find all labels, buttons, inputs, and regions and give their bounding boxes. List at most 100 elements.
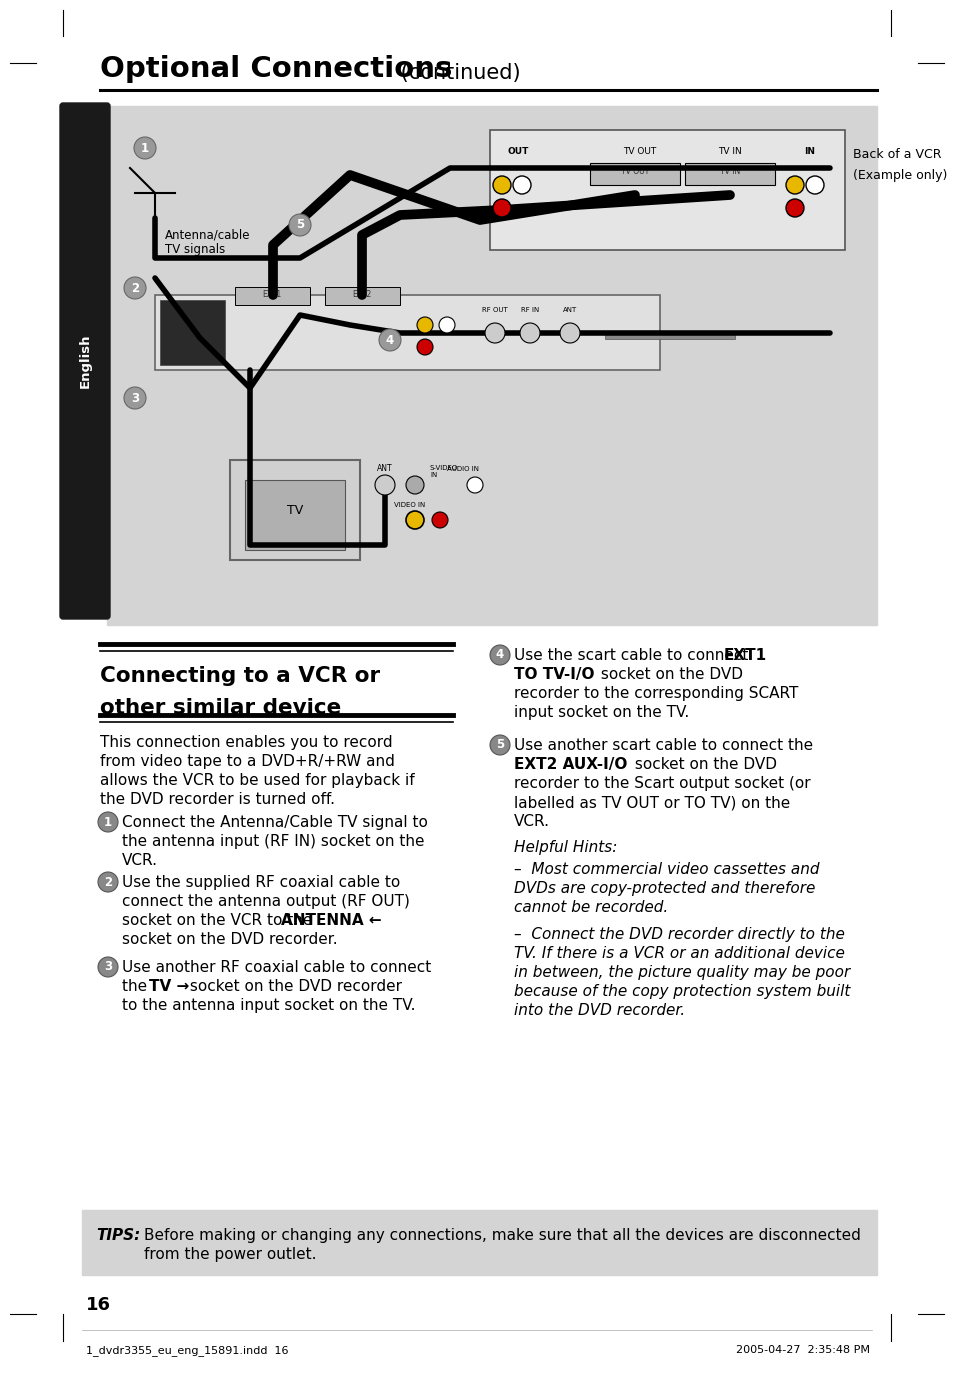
Text: EXT1: EXT1 xyxy=(262,291,281,299)
Text: TV OUT: TV OUT xyxy=(622,147,656,157)
Circle shape xyxy=(493,176,511,194)
Text: (continued): (continued) xyxy=(394,63,520,83)
Text: Connecting to a VCR or: Connecting to a VCR or xyxy=(100,666,379,686)
Text: S-VIDEO
IN: S-VIDEO IN xyxy=(430,465,457,478)
Text: ANT: ANT xyxy=(376,464,393,474)
Circle shape xyxy=(490,644,510,665)
Text: 1_dvdr3355_eu_eng_15891.indd  16: 1_dvdr3355_eu_eng_15891.indd 16 xyxy=(86,1345,288,1356)
Circle shape xyxy=(378,329,400,351)
Text: other similar device: other similar device xyxy=(100,698,341,717)
Text: Before making or changing any connections, make sure that all the devices are di: Before making or changing any connection… xyxy=(144,1228,860,1243)
Bar xyxy=(325,286,399,304)
Text: TV IN: TV IN xyxy=(720,167,740,176)
Text: the: the xyxy=(122,979,152,994)
Circle shape xyxy=(785,176,803,194)
Text: EXT1: EXT1 xyxy=(723,649,766,662)
Circle shape xyxy=(124,277,146,299)
Bar xyxy=(490,129,844,251)
Circle shape xyxy=(785,200,803,218)
Text: –  Connect the DVD recorder directly to the: – Connect the DVD recorder directly to t… xyxy=(514,927,844,942)
Text: socket on the DVD: socket on the DVD xyxy=(629,757,776,772)
Circle shape xyxy=(124,387,146,409)
Text: from the power outlet.: from the power outlet. xyxy=(144,1248,316,1261)
Bar xyxy=(604,330,734,339)
Circle shape xyxy=(98,812,118,832)
Circle shape xyxy=(289,213,311,235)
Text: from video tape to a DVD+R/+RW and: from video tape to a DVD+R/+RW and xyxy=(100,755,395,768)
Text: labelled as TV OUT or TO TV) on the: labelled as TV OUT or TO TV) on the xyxy=(514,795,789,810)
Text: the antenna input (RF IN) socket on the: the antenna input (RF IN) socket on the xyxy=(122,834,424,850)
Text: VIDEO IN: VIDEO IN xyxy=(394,503,425,508)
Text: (Example only): (Example only) xyxy=(852,168,946,182)
Bar xyxy=(234,286,310,304)
Text: allows the VCR to be used for playback if: allows the VCR to be used for playback i… xyxy=(100,772,415,788)
Bar xyxy=(154,295,659,370)
Text: AUDIO IN: AUDIO IN xyxy=(447,465,478,472)
Text: 5: 5 xyxy=(496,738,503,752)
Text: TV OUT: TV OUT xyxy=(620,167,648,176)
Text: connect the antenna output (RF OUT): connect the antenna output (RF OUT) xyxy=(122,894,410,909)
Text: 2: 2 xyxy=(104,876,112,888)
Circle shape xyxy=(416,317,433,333)
Circle shape xyxy=(406,476,423,494)
Text: recorder to the corresponding SCART: recorder to the corresponding SCART xyxy=(514,686,798,701)
Text: 5: 5 xyxy=(295,219,304,231)
Text: 4: 4 xyxy=(496,649,503,661)
Bar xyxy=(107,106,876,625)
Text: 2005-04-27  2:35:48 PM: 2005-04-27 2:35:48 PM xyxy=(735,1345,869,1355)
Text: into the DVD recorder.: into the DVD recorder. xyxy=(514,1002,684,1018)
Text: because of the copy protection system built: because of the copy protection system bu… xyxy=(514,985,849,998)
Text: Use another scart cable to connect the: Use another scart cable to connect the xyxy=(514,738,812,753)
Bar xyxy=(160,300,225,365)
Text: Optional Connections: Optional Connections xyxy=(100,55,452,83)
Text: DVDs are copy-protected and therefore: DVDs are copy-protected and therefore xyxy=(514,881,815,896)
Text: TIPS:: TIPS: xyxy=(96,1228,140,1243)
Circle shape xyxy=(559,324,579,343)
Circle shape xyxy=(375,475,395,494)
Text: 16: 16 xyxy=(86,1296,111,1314)
Text: cannot be recorded.: cannot be recorded. xyxy=(514,901,667,914)
Text: 4: 4 xyxy=(385,333,394,347)
Text: VCR.: VCR. xyxy=(514,814,550,829)
Text: TV: TV xyxy=(287,504,303,516)
Circle shape xyxy=(98,872,118,892)
Text: 2: 2 xyxy=(131,281,139,295)
Text: Use the scart cable to connect: Use the scart cable to connect xyxy=(514,649,753,662)
Text: 3: 3 xyxy=(131,391,139,405)
Bar xyxy=(230,460,359,560)
Text: 1: 1 xyxy=(104,815,112,829)
Text: RF OUT: RF OUT xyxy=(481,307,507,313)
Text: –  Most commercial video cassettes and: – Most commercial video cassettes and xyxy=(514,862,819,877)
Text: TV. If there is a VCR or an additional device: TV. If there is a VCR or an additional d… xyxy=(514,946,844,961)
Text: VCR.: VCR. xyxy=(122,852,158,868)
Circle shape xyxy=(805,176,823,194)
Text: socket on the DVD: socket on the DVD xyxy=(596,666,742,682)
Text: in between, the picture quality may be poor: in between, the picture quality may be p… xyxy=(514,965,849,980)
Circle shape xyxy=(133,136,156,158)
Circle shape xyxy=(484,324,504,343)
Circle shape xyxy=(493,200,511,218)
Text: IN: IN xyxy=(803,147,815,157)
Text: English: English xyxy=(78,333,91,388)
Circle shape xyxy=(432,512,448,527)
Bar xyxy=(589,162,679,185)
Text: Back of a VCR: Back of a VCR xyxy=(852,149,941,161)
Text: socket on the VCR to the: socket on the VCR to the xyxy=(122,913,317,928)
Text: socket on the DVD recorder.: socket on the DVD recorder. xyxy=(122,932,337,947)
Bar xyxy=(245,481,345,549)
Circle shape xyxy=(467,476,482,493)
Text: This connection enables you to record: This connection enables you to record xyxy=(100,735,393,750)
Text: ANT: ANT xyxy=(562,307,577,313)
Text: ANTENNA ←: ANTENNA ← xyxy=(281,913,381,928)
Circle shape xyxy=(438,317,455,333)
Text: 3: 3 xyxy=(104,961,112,974)
Text: RF IN: RF IN xyxy=(520,307,538,313)
Text: Use the supplied RF coaxial cable to: Use the supplied RF coaxial cable to xyxy=(122,874,400,890)
Text: TV →: TV → xyxy=(149,979,189,994)
Circle shape xyxy=(98,957,118,978)
Text: Connect the Antenna/Cable TV signal to: Connect the Antenna/Cable TV signal to xyxy=(122,815,428,830)
Bar xyxy=(82,1210,876,1275)
Text: Helpful Hints:: Helpful Hints: xyxy=(514,840,617,855)
Circle shape xyxy=(406,511,423,529)
Text: Antenna/cable: Antenna/cable xyxy=(165,229,251,241)
